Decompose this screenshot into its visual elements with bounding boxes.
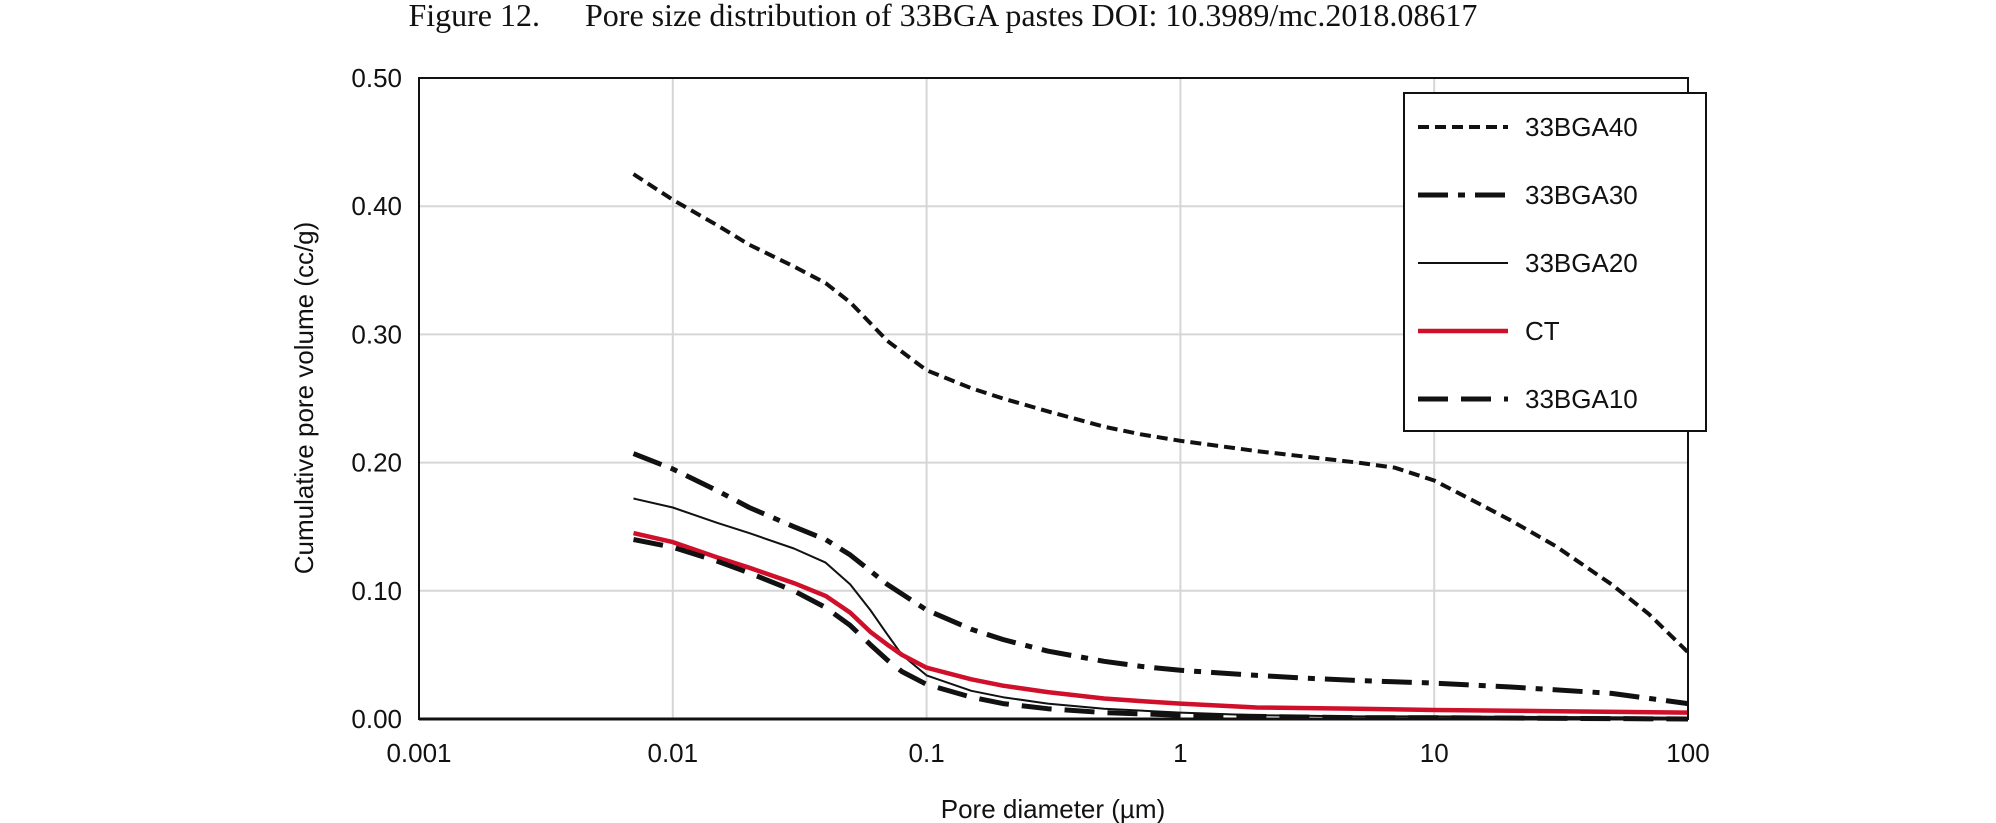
x-tick-label: 0.1 <box>909 738 945 768</box>
legend-label: 33BGA40 <box>1525 112 1638 142</box>
series-line-33bga40 <box>632 172 1690 654</box>
y-tick-label: 0.30 <box>351 319 402 349</box>
y-axis-label: Cumulative pore volume (cc/g) <box>289 222 319 575</box>
legend-label: CT <box>1525 316 1560 346</box>
x-tick-label: 100 <box>1666 738 1709 768</box>
legend-label: 33BGA10 <box>1525 384 1638 414</box>
legend-label: 33BGA20 <box>1525 248 1638 278</box>
x-tick-label: 0.001 <box>386 738 451 768</box>
y-tick-label: 0.20 <box>351 448 402 478</box>
series-line-33bga20 <box>633 497 1689 719</box>
x-tick-label: 10 <box>1420 738 1449 768</box>
chart-title: Pore size distribution of 33BGA pastes D… <box>585 0 1477 33</box>
x-axis-label: Pore diameter (µm) <box>941 794 1165 823</box>
series-line-33bga30 <box>632 451 1689 707</box>
series-group <box>632 172 1690 722</box>
y-tick-label: 0.40 <box>351 191 402 221</box>
tick-labels: 0.001 0.01 0.1 1 10 100 0.00 0.10 0.20 0.30 0.40 0.… <box>351 63 1709 768</box>
y-tick-label: 0.50 <box>351 63 402 93</box>
y-tick-label: 0.00 <box>351 704 402 734</box>
legend: 33BGA40 33BGA30 33BGA20 CT 33BGA10 <box>1403 92 1707 432</box>
y-tick-label: 0.10 <box>351 576 402 606</box>
legend-label: 33BGA30 <box>1525 180 1638 210</box>
series-line-ct <box>632 530 1689 715</box>
series-line-33bga10 <box>633 537 1689 722</box>
x-tick-label: 1 <box>1173 738 1187 768</box>
figure-label: Figure 12. <box>408 0 540 33</box>
x-tick-label: 0.01 <box>647 738 698 768</box>
